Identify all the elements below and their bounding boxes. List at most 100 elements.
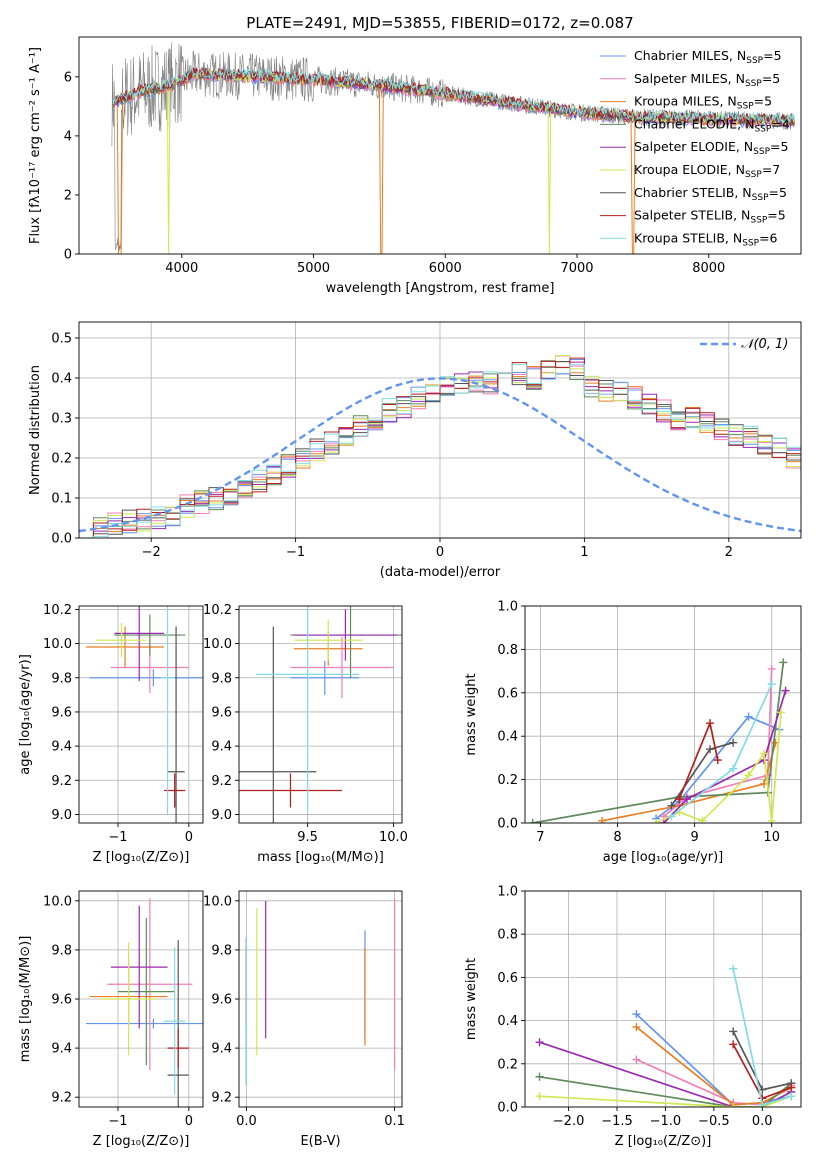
legend-label: Salpeter ELODIE, NSSP=5 [634,139,788,157]
histogram-step-line [79,361,801,538]
weight-series-line [539,1095,792,1107]
x-tick-label: 0 [185,1114,193,1129]
age_vs_Z-panel: −1 0 9.0 9.2 9.4 9.6 9.8 10.0 10.2 Z [log₁₀(Z/Z⊙)… [18,603,204,865]
legend-label: Salpeter STELIB, NSSP=5 [634,208,786,226]
x-axis-label: E(B-V) [300,1134,340,1149]
y-tick-label: 0.4 [497,1014,518,1029]
weight-point-marker [682,795,691,804]
weight-point-marker [652,819,661,823]
x-axis-label: Z [log₁₀(Z/Z⊙)] [615,1134,712,1149]
y-tick-label: 0.2 [497,773,518,788]
y-axis-label: Flux [fλ10⁻¹⁷ erg cm⁻² s⁻¹ A⁻¹] [28,47,43,244]
y-tick-label: 1.0 [497,885,518,900]
weight-point-marker [535,1092,544,1101]
weight-point-marker [632,1055,641,1064]
x-axis-label: (data-model)/error [380,565,501,580]
y-axis-label: mass weight [464,673,479,755]
legend-label: Chabrier MILES, NSSP=5 [634,48,782,66]
x-tick-label: 9 [690,830,698,845]
y-tick-label: 9.2 [211,774,232,789]
y-tick-label: 10.0 [203,637,232,652]
y-tick-label: 9.0 [211,808,232,823]
weight-point-marker [729,964,738,973]
y-tick-label: 0.2 [51,452,72,467]
y-tick-label: 9.8 [51,671,72,686]
x-tick-label: 7 [536,830,544,845]
weight-point-marker [729,1103,738,1107]
histogram-step-line [79,364,801,538]
y-tick-label: 0.4 [497,730,518,745]
y-tick-label: 9.4 [211,1042,232,1057]
x-tick-label: 0.0 [236,1114,257,1129]
y-tick-label: 0.8 [497,643,518,658]
y-tick-label: 0 [64,248,72,263]
y-tick-label: 9.2 [211,1091,232,1106]
x-tick-label: −1 [108,830,127,845]
weight-point-marker [729,764,738,773]
x-tick-label: 10 [763,830,780,845]
plot-area [86,606,203,823]
y-tick-label: 0.8 [497,928,518,943]
weight-point-marker [758,1100,767,1107]
y-axis-label: Normed distribution [28,365,43,495]
x-axis-label: Z [log₁₀(Z/Z⊙)] [93,850,190,865]
weight-point-marker [632,1010,641,1019]
y-tick-label: 9.0 [51,808,72,823]
weight-point-marker [767,816,776,823]
weight-point-marker [675,795,684,804]
weight-point-marker [659,819,668,823]
plot-area [245,898,396,1085]
weight-point-marker [667,812,676,821]
weight-point-marker [744,712,753,721]
y-tick-label: 1.0 [497,600,518,615]
weight-point-marker [713,756,722,765]
x-tick-label: −1.0 [650,1114,682,1129]
axes-frame [524,890,802,1108]
residuals-panel: 𝒩(0, 1) −2 −1 0 1 2 0.0 0.1 0.2 0.3 0.4 0.5 (data-mo… [28,321,802,580]
plot-area [535,964,796,1107]
weight-point-marker [632,1023,641,1032]
y-tick-label: 0.4 [51,372,72,387]
y-tick-label: 10.2 [203,603,232,618]
plot-area [528,658,790,823]
spectrum-panel: Chabrier MILES, NSSP=5 Salpeter MILES, NS… [28,14,802,296]
y-tick-label: 9.8 [211,943,232,958]
y-axis-label: mass [log₁₀(M/M⊙)] [18,936,33,1063]
y-tick-label: 10.2 [43,603,72,618]
x-tick-label: 2 [725,545,733,560]
x-tick-label: 9.5 [297,830,318,845]
y-tick-label: 9.6 [211,993,232,1008]
chart-title: PLATE=2491, MJD=53855, FIBERID=0172, z=0… [246,14,633,32]
weight-point-marker [767,664,776,673]
x-tick-label: 0.0 [752,1114,773,1129]
axes-frame [78,36,802,255]
x-tick-label: 0.1 [384,1114,405,1129]
weight-point-marker [787,1083,796,1092]
weight-point-marker [706,719,715,728]
y-tick-label: 10.0 [43,637,72,652]
weight-point-marker [729,1027,738,1036]
x-tick-label: 8000 [692,261,725,276]
x-tick-label: −1 [108,1114,127,1129]
y-tick-label: 9.4 [51,1042,72,1057]
x-tick-label: −1 [286,545,305,560]
spectrum-model-line [112,67,795,125]
y-tick-label: 9.4 [211,740,232,755]
weight-point-marker [535,1038,544,1047]
x-axis-label: mass [log₁₀(M/M⊙)] [257,850,384,865]
weight-point-marker [779,658,788,667]
y-tick-label: 0.0 [497,1101,518,1116]
axes-frame [78,605,204,824]
x-tick-label: 7000 [560,261,593,276]
x-tick-label: 0 [436,545,444,560]
x-tick-label: 0 [185,830,193,845]
x-tick-label: 4000 [165,261,198,276]
y-axis-label: mass weight [464,958,479,1040]
y-axis-label: age [log₁₀(age/yr)] [18,654,33,775]
y-tick-label: 0.0 [497,817,518,832]
weight-point-marker [776,708,785,717]
weight-point-marker [698,816,707,823]
plot-area [239,606,402,823]
y-tick-label: 0.5 [51,332,72,347]
